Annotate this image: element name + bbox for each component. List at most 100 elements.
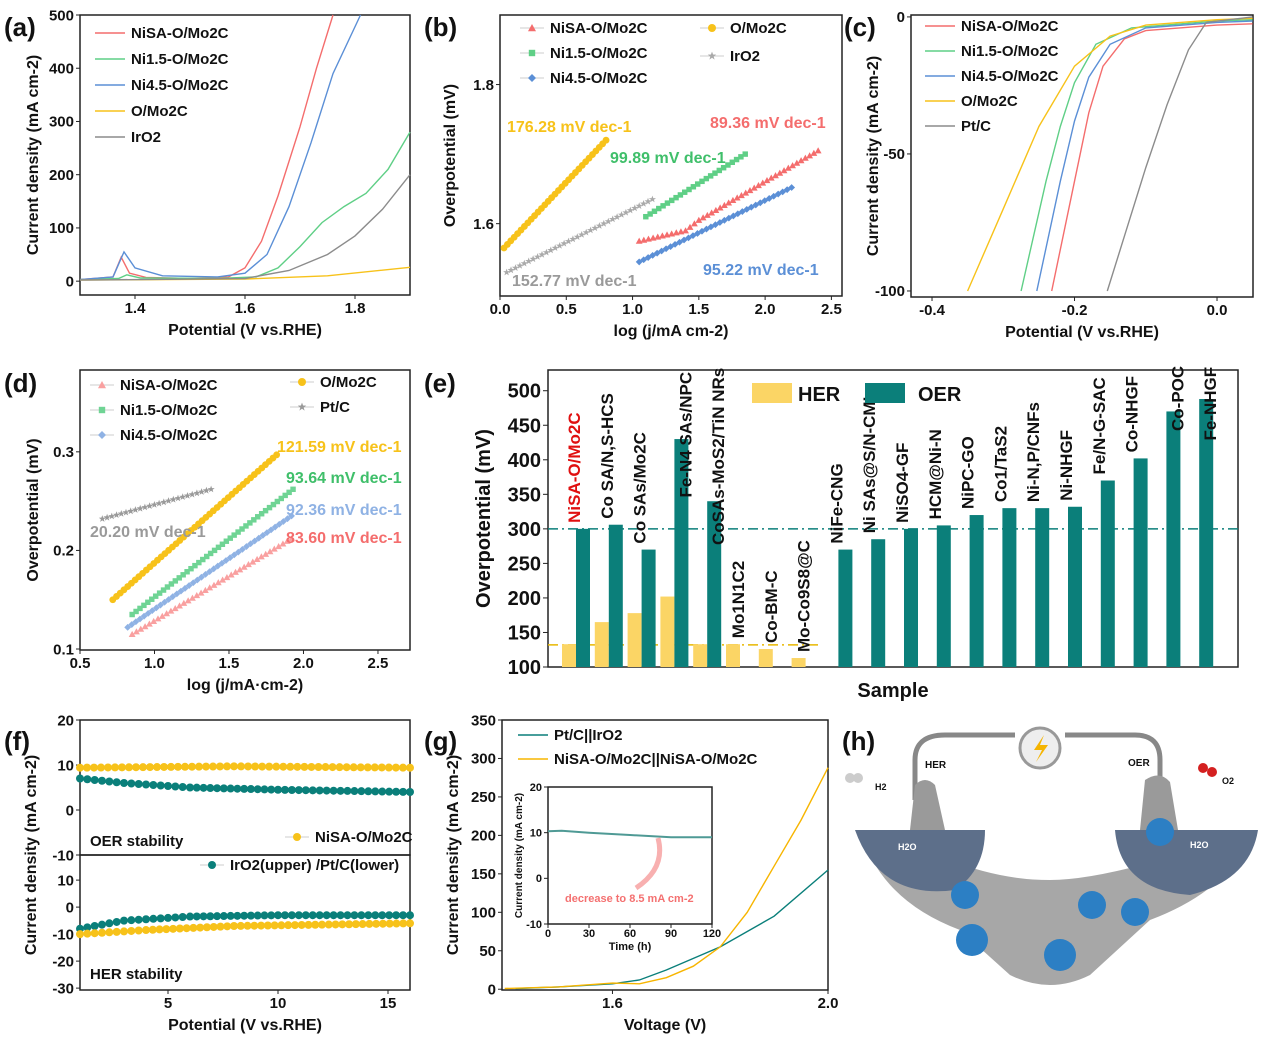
x-tick-label: 10	[270, 995, 287, 1012]
data-point	[206, 568, 214, 576]
wire	[912, 732, 1163, 800]
data-point	[90, 929, 99, 938]
data-point	[274, 911, 282, 920]
data-point	[188, 565, 194, 572]
x-tick-label: -0.2	[1062, 302, 1088, 319]
data-point	[528, 49, 536, 57]
data-point	[207, 550, 214, 557]
data-point	[686, 186, 692, 193]
data-point	[797, 157, 805, 164]
data-point	[144, 609, 152, 617]
data-point	[371, 787, 380, 796]
x-tick-label: 2.0	[293, 655, 314, 672]
data-point	[128, 630, 136, 637]
data-point	[406, 919, 414, 928]
data-point	[213, 784, 222, 793]
x-tick-label: 5	[164, 995, 172, 1012]
x-axis-label: Voltage (V)	[624, 1017, 706, 1034]
data-point	[134, 780, 143, 788]
data-point	[793, 159, 801, 166]
data-point	[98, 381, 106, 389]
data-point	[206, 912, 215, 921]
series-line	[79, 14, 362, 281]
data-point	[222, 557, 230, 564]
oer-bar	[904, 528, 918, 667]
data-point	[249, 558, 257, 565]
slope-annotation: 152.77 mV dec-1	[512, 273, 637, 290]
series-line	[79, 174, 411, 281]
data-point	[315, 911, 324, 920]
catalyst-sphere	[951, 881, 979, 909]
data-point	[243, 921, 252, 930]
y-tick-label: 50	[479, 943, 496, 960]
data-point	[117, 510, 125, 517]
data-point	[244, 762, 253, 771]
data-point	[267, 911, 276, 920]
data-point	[98, 776, 106, 785]
data-point	[286, 762, 295, 771]
data-point	[279, 540, 287, 547]
data-point	[267, 785, 276, 794]
data-point	[240, 911, 249, 920]
data-point	[287, 911, 296, 920]
data-point	[279, 518, 287, 525]
data-point	[806, 152, 814, 159]
data-point	[720, 164, 727, 171]
data-point	[287, 785, 296, 794]
data-point	[288, 535, 295, 542]
data-point	[182, 924, 191, 933]
data-point	[770, 192, 778, 200]
data-point	[83, 775, 92, 784]
y-tick-label: 10	[57, 757, 74, 774]
data-point	[195, 762, 203, 771]
data-point	[105, 928, 114, 937]
data-point	[591, 224, 599, 232]
data-point	[511, 264, 519, 271]
data-point	[547, 246, 555, 254]
data-point	[814, 147, 822, 154]
her-electrode	[855, 830, 985, 892]
panel-label-g: (g)	[424, 726, 457, 756]
data-point	[290, 921, 299, 930]
data-point	[202, 486, 210, 494]
x-tick-label: 30	[583, 928, 595, 940]
category-label: NiFe-CNG	[827, 463, 846, 543]
data-point	[279, 762, 288, 771]
x-tick-label: 0.0	[1207, 302, 1228, 319]
y-tick-label: 350	[471, 712, 496, 729]
x-tick-label: 1.8	[345, 300, 366, 317]
oer-bar	[1100, 480, 1115, 667]
data-point	[703, 175, 710, 182]
legend-label: Ni4.5-O/Mo2C	[550, 70, 648, 87]
legend-label: Pt/C	[320, 399, 350, 416]
slope-annotation: 176.28 mV dec-1	[507, 119, 632, 136]
data-point	[167, 607, 175, 614]
data-point	[275, 520, 283, 528]
category-label: Co SAs/Mo2C	[631, 432, 650, 543]
data-point	[275, 542, 283, 550]
h2-label: H2	[875, 782, 887, 792]
data-point	[231, 532, 237, 538]
data-point	[149, 914, 158, 923]
legend-label: O/Mo2C	[131, 103, 188, 120]
data-point	[271, 523, 279, 531]
data-point	[230, 762, 238, 771]
data-point	[643, 213, 649, 220]
data-point	[131, 506, 139, 513]
data-point	[197, 589, 205, 596]
data-point	[127, 779, 136, 788]
oer-bar	[608, 524, 623, 667]
data-point	[189, 594, 196, 601]
data-point	[148, 607, 156, 615]
data-point	[156, 914, 165, 923]
lightning-icon	[1034, 735, 1048, 762]
data-point	[649, 251, 657, 259]
data-point	[528, 74, 536, 82]
x-tick-label: 60	[624, 928, 636, 940]
data-point	[267, 526, 275, 534]
data-point	[165, 497, 173, 504]
y-tick-label: -20	[52, 953, 74, 970]
x-axis-label: Potential (V vs.RHE)	[168, 1017, 322, 1034]
y-tick-label: 0.3	[53, 444, 74, 461]
